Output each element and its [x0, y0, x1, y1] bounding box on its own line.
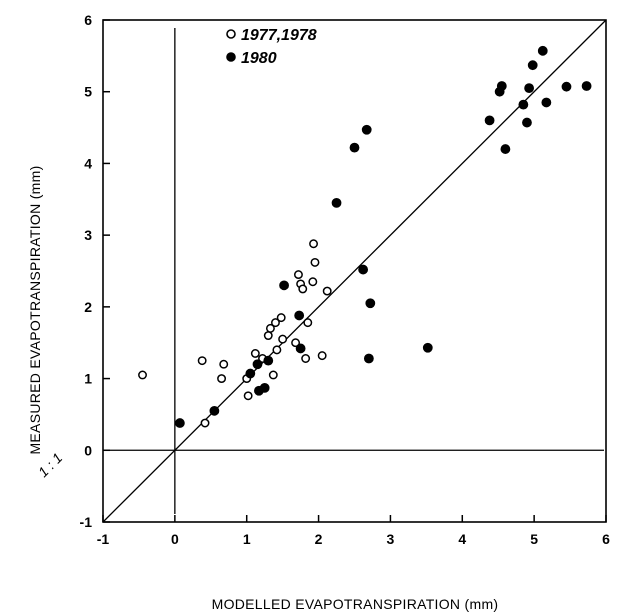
data-point-1977-1978 — [278, 334, 288, 344]
data-point-1980 — [295, 343, 306, 354]
x-tick-label: -1 — [97, 531, 110, 547]
data-point-1977-1978 — [276, 313, 286, 323]
data-point-1977-1978 — [272, 345, 282, 355]
legend-label-1977-1978: 1977,1978 — [241, 27, 317, 44]
data-point-1977-1978 — [309, 239, 318, 249]
data-point-1980 — [331, 197, 342, 208]
x-tick-label: 5 — [530, 531, 538, 547]
data-point-1980 — [518, 99, 529, 110]
data-point-1980 — [349, 142, 360, 153]
data-point-1977-1978 — [197, 356, 207, 366]
data-point-1980 — [259, 382, 270, 393]
ticks-layer: -1 0 1 2 3 4 5 6 -1 0 1 2 3 4 5 6 — [80, 12, 611, 547]
data-point-1980 — [522, 117, 532, 128]
y-tick-label: 3 — [84, 227, 92, 243]
data-point-1977-1978 — [217, 374, 227, 384]
data-point-1980 — [245, 368, 256, 379]
data-point-1977-1978 — [243, 391, 253, 401]
data-point-1977-1978 — [250, 349, 260, 358]
data-point-1980 — [422, 342, 433, 353]
data-point-1980 — [524, 83, 535, 94]
y-tick-label: 4 — [84, 155, 92, 171]
data-point-1980 — [209, 405, 220, 416]
data-point-1980 — [363, 353, 374, 364]
data-point-1977-1978 — [263, 331, 273, 340]
data-point-1980 — [541, 97, 552, 108]
legend-marker-open-circle — [226, 29, 236, 39]
data-point-1977-1978 — [200, 418, 210, 428]
x-tick-label: 6 — [602, 531, 610, 547]
data-point-1977-1978 — [291, 338, 301, 348]
data-point-1980 — [561, 81, 572, 92]
data-point-1977-1978 — [219, 359, 229, 369]
data-point-1977-1978 — [310, 257, 320, 267]
data-point-1977-1978 — [322, 286, 332, 296]
y-tick-label: 5 — [84, 84, 92, 100]
data-point-1980 — [527, 60, 538, 71]
x-tick-label: 3 — [387, 531, 395, 547]
one-to-one-line — [102, 19, 607, 523]
x-tick-label: 4 — [458, 531, 466, 547]
y-tick-label: 2 — [84, 299, 92, 315]
data-point-1977-1978 — [271, 318, 280, 328]
data-point-1977-1978 — [265, 323, 275, 333]
marks-layer — [138, 45, 592, 428]
y-tick-label: 1 — [84, 371, 92, 387]
data-point-1980 — [365, 298, 376, 309]
data-point-1977-1978 — [294, 270, 303, 280]
data-point-1980 — [484, 115, 495, 126]
data-point-1977-1978 — [138, 370, 147, 380]
data-point-1980 — [174, 418, 185, 428]
data-point-1977-1978 — [308, 277, 318, 287]
legend: 1977,1978 1980 — [226, 27, 317, 67]
y-tick-label: -1 — [80, 514, 93, 530]
plot-layer — [102, 19, 607, 523]
data-point-1977-1978 — [317, 351, 327, 361]
plot-frame — [102, 19, 607, 523]
data-point-1980 — [361, 124, 372, 135]
data-point-1980 — [496, 81, 507, 91]
data-point-1977-1978 — [298, 284, 308, 294]
data-point-1977-1978 — [301, 354, 311, 363]
x-tick-label: 0 — [171, 531, 179, 547]
data-point-1980 — [500, 144, 511, 154]
reference-layer — [102, 19, 607, 523]
data-point-1980 — [358, 264, 369, 275]
data-point-1980 — [537, 45, 548, 56]
data-point-1980 — [279, 280, 289, 291]
data-point-1977-1978 — [268, 370, 278, 380]
x-tick-label: 2 — [315, 531, 323, 547]
data-point-1980 — [581, 81, 592, 91]
legend-marker-filled-circle — [226, 52, 236, 62]
data-point-1980 — [263, 355, 274, 366]
x-axis-title: MODELLED EVAPOTRANSPIRATION (mm) — [212, 596, 499, 612]
data-point-1980 — [294, 310, 305, 321]
x-tick-label: 1 — [243, 531, 251, 547]
data-point-1977-1978 — [303, 318, 313, 328]
legend-label-1980: 1980 — [241, 50, 277, 67]
y-tick-label: 6 — [84, 12, 92, 28]
data-point-1980 — [252, 359, 263, 370]
y-axis-title: MEASURED EVAPOTRANSPIRATION (mm) — [27, 165, 43, 454]
y-tick-label: 0 — [84, 442, 92, 458]
